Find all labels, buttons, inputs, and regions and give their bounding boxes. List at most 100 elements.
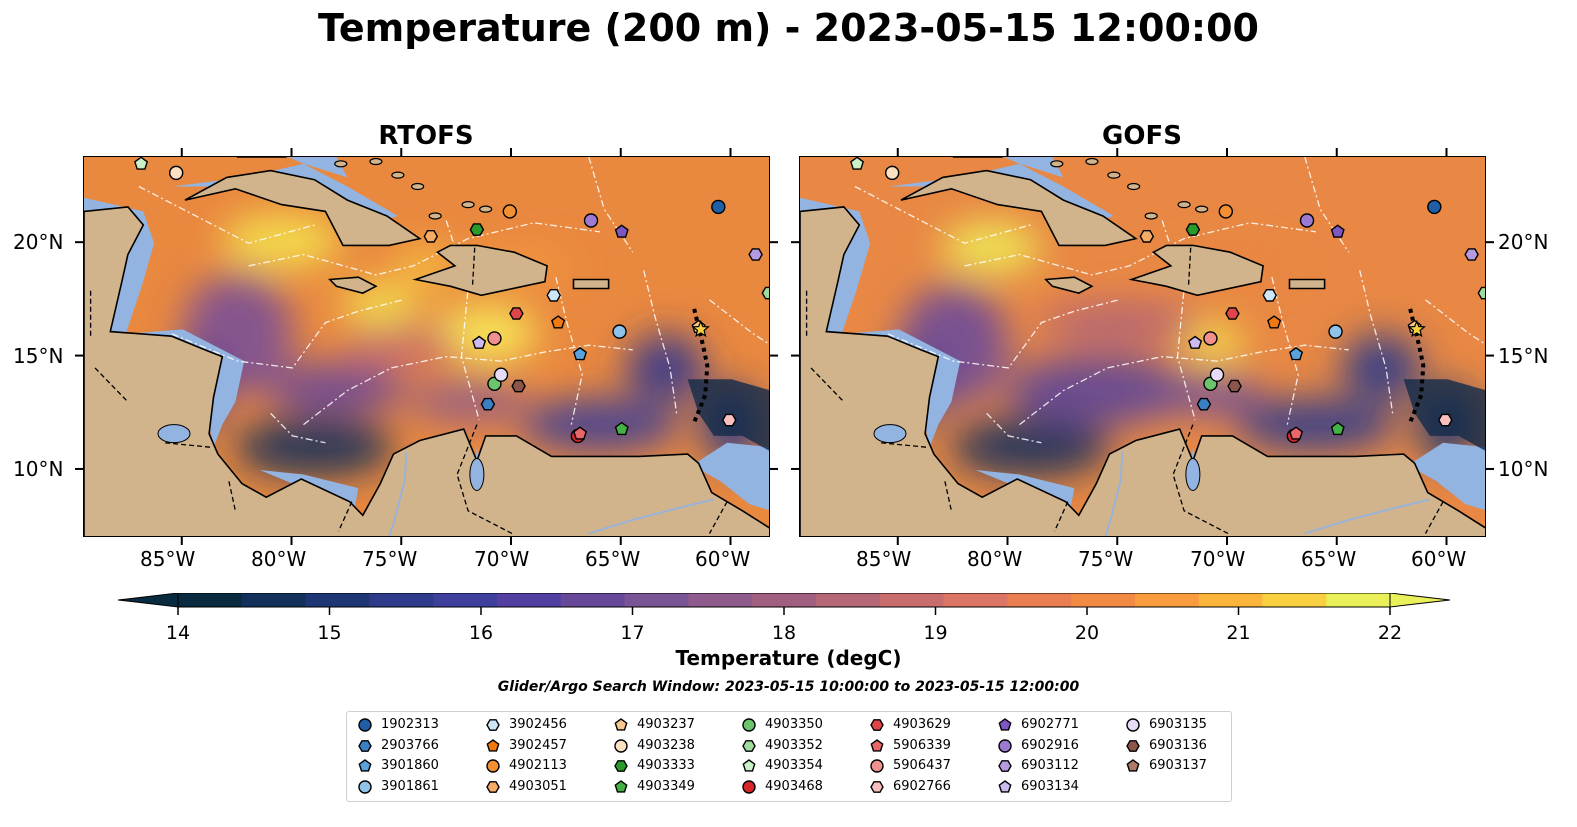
legend-label: 4903333 [637, 758, 695, 773]
float-marker [469, 223, 485, 236]
hexagon-marker-icon [742, 739, 756, 752]
legend-label: 5906339 [893, 737, 951, 753]
colorbar-tick-label: 19 [923, 622, 948, 644]
float-marker [1289, 426, 1304, 440]
search-window-text: Glider/Argo Search Window: 2023-05-15 10… [497, 679, 1080, 695]
panel-title-gofs: GOFS [1102, 121, 1182, 151]
circle-marker-icon [742, 779, 756, 794]
hexagon-marker-icon [870, 780, 884, 793]
legend-label: 6903112 [1021, 758, 1079, 773]
lon-label: 60°W [695, 547, 751, 571]
legend-label: 4903352 [765, 737, 823, 753]
float-marker [546, 288, 562, 302]
float-marker [487, 331, 502, 346]
float-marker [502, 204, 518, 219]
colorbar-tick-label: 15 [317, 622, 342, 644]
pentagon-marker-icon [998, 718, 1012, 731]
hexagon-marker-icon [1126, 739, 1140, 752]
colorbar-label: Temperature (degC) [675, 646, 902, 670]
colorbar-tick-label: 21 [1226, 622, 1251, 644]
legend-label: 6903134 [1021, 778, 1079, 794]
float-marker [1267, 315, 1282, 329]
colorbar [118, 593, 1450, 615]
float-marker [721, 413, 737, 427]
lon-label: 65°W [1301, 547, 1357, 571]
pentagon-marker-icon [358, 759, 372, 772]
float-marker [573, 346, 588, 361]
lon-label: 65°W [585, 547, 641, 571]
float-marker [583, 213, 599, 228]
lon-label: 70°W [1190, 547, 1246, 571]
legend-label: 6903137 [1149, 758, 1207, 773]
circle-marker-icon [1126, 718, 1140, 732]
lat-label: 10°N [13, 457, 64, 481]
circle-marker-icon [614, 738, 628, 753]
float-marker [1299, 213, 1315, 228]
float-marker [1437, 413, 1453, 427]
hexagon-marker-icon [486, 780, 500, 793]
colorbar-tick-label: 20 [1074, 622, 1100, 644]
figure-title: Temperature (200 m) - 2023-05-15 12:00:0… [317, 6, 1259, 50]
map-panel-gofs [799, 156, 1486, 537]
float-marker [480, 397, 496, 411]
map-panel-rtofs [83, 156, 770, 537]
pentagon-marker-icon [614, 718, 628, 731]
float-marker [1427, 199, 1442, 215]
float-marker [573, 426, 588, 440]
circle-marker-icon [486, 759, 500, 773]
hexagon-marker-icon [614, 760, 628, 772]
float-marker [1477, 286, 1485, 300]
float-marker [612, 324, 627, 339]
float-marker [551, 315, 566, 329]
pentagon-marker-icon [486, 738, 500, 752]
float-marker [884, 165, 900, 181]
float-marker [614, 224, 629, 238]
legend-label: 5906437 [893, 758, 951, 773]
colorbar-tick-label: 22 [1377, 622, 1403, 644]
legend-label: 4903238 [637, 737, 695, 753]
float-legend: 1902313 2903766 3901860 3901861 3902456 39024… [346, 711, 1232, 802]
legend-label: 4903629 [893, 717, 951, 732]
lon-label: 85°W [140, 547, 196, 571]
hexagon-marker-icon [870, 719, 884, 731]
float-marker [423, 229, 439, 243]
float-marker [850, 157, 865, 170]
float-marker [1209, 367, 1225, 382]
pentagon-marker-icon [614, 779, 628, 793]
pentagon-marker-icon [998, 779, 1012, 793]
lon-label: 80°W [967, 547, 1023, 571]
lat-label: 20°N [13, 230, 64, 254]
float-marker [134, 157, 149, 170]
float-marker [1330, 224, 1345, 238]
float-marker [711, 199, 726, 215]
colorbar-tick-label: 18 [771, 622, 797, 644]
hexagon-marker-icon [358, 739, 372, 752]
lat-label: 15°N [1498, 344, 1549, 368]
float-marker [509, 307, 524, 320]
legend-label: 4902113 [509, 758, 567, 773]
lon-label: 70°W [474, 547, 530, 571]
circle-marker-icon [358, 779, 372, 794]
legend-label: 4903354 [765, 758, 823, 773]
legend-label: 6902766 [893, 778, 951, 794]
legend-label: 6902916 [1021, 737, 1079, 753]
float-marker [1328, 324, 1343, 339]
legend-label: 4903237 [637, 717, 695, 732]
float-marker [1227, 379, 1242, 393]
float-marker [472, 335, 487, 349]
legend-label: 3902456 [509, 717, 567, 732]
hexagon-marker-icon [998, 760, 1012, 772]
pentagon-marker-icon [870, 738, 884, 752]
pentagon-marker-icon [742, 759, 756, 772]
float-marker [1196, 397, 1212, 411]
lon-label: 60°W [1411, 547, 1467, 571]
float-marker [1185, 223, 1201, 236]
pentagon-marker-icon [1126, 759, 1140, 772]
legend-label: 4903350 [765, 717, 823, 732]
circle-marker-icon [742, 718, 756, 732]
legend-label: 4903349 [637, 778, 695, 794]
float-marker [168, 165, 184, 181]
legend-label: 4903468 [765, 778, 823, 794]
float-marker [761, 286, 769, 300]
legend-label: 6903136 [1149, 737, 1207, 753]
